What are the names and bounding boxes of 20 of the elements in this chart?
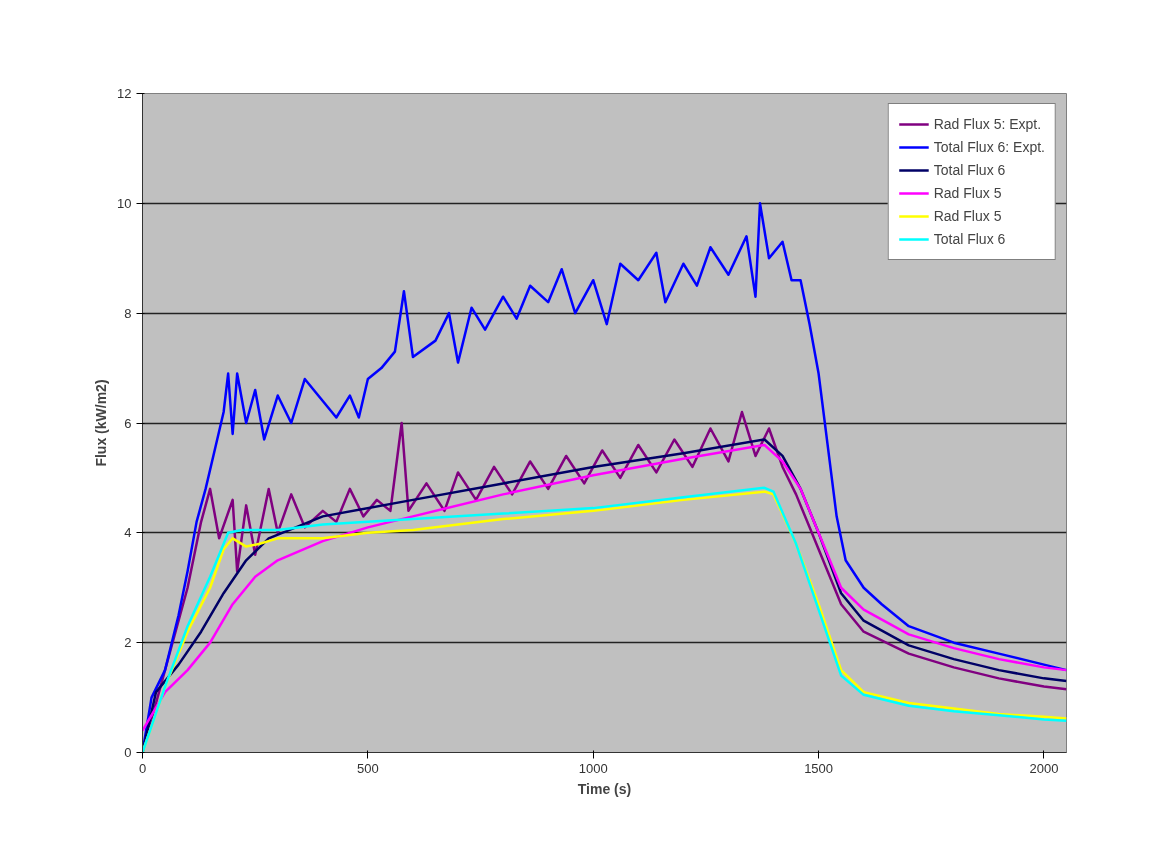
- y-tick-label: 0: [124, 745, 132, 760]
- y-tick-label: 4: [124, 525, 132, 541]
- legend-label: Total Flux 6: [933, 231, 1006, 247]
- y-tick-label: 2: [124, 635, 132, 651]
- y-tick-label: 8: [124, 305, 132, 321]
- legend-label: Rad Flux 5: [933, 185, 1002, 201]
- y-tick-label: 10: [117, 195, 132, 211]
- x-tick-label: 1000: [578, 760, 608, 776]
- x-tick-label: 500: [357, 760, 379, 776]
- legend-label: Rad Flux 5: [933, 208, 1002, 224]
- y-tick-label: 12: [117, 86, 132, 101]
- legend-label: Total Flux 6: [933, 162, 1006, 178]
- x-tick-label: 0: [138, 760, 147, 776]
- x-axis-title: Time (s): [577, 780, 632, 797]
- legend-label: Rad Flux 5: Expt.: [933, 116, 1042, 132]
- y-tick-label: 6: [124, 415, 132, 431]
- x-tick-label: 1500: [804, 760, 834, 776]
- legend-label: Total Flux 6: Expt.: [933, 139, 1045, 155]
- y-axis-title: Flux (kW/m2): [93, 379, 110, 467]
- x-tick-label: 2000: [1029, 760, 1059, 776]
